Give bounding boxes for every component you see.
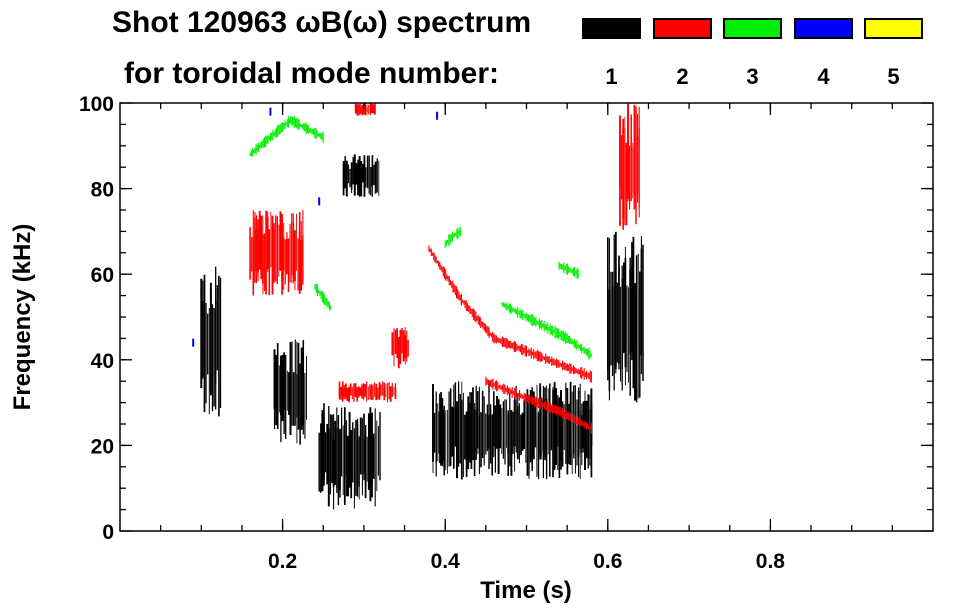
legend-swatch-mode-2 bbox=[653, 18, 712, 39]
mode-3-ridge-3 bbox=[249, 116, 324, 157]
mode-3-ridge-6 bbox=[314, 283, 332, 311]
mode-4-point-0 bbox=[192, 338, 195, 347]
spectrogram-data bbox=[192, 103, 644, 510]
mode-2-region-10 bbox=[619, 103, 640, 230]
y-tick-label: 0 bbox=[102, 521, 114, 544]
legend-swatch-mode-3 bbox=[723, 18, 782, 39]
mode-2-region-8 bbox=[391, 327, 409, 369]
legend-caption: for toroidal mode number: bbox=[124, 57, 499, 90]
legend-label-mode-1: 1 bbox=[605, 64, 618, 89]
y-tick-label: 20 bbox=[91, 435, 114, 458]
y-tick-label: 40 bbox=[91, 350, 114, 373]
y-tick-label: 60 bbox=[91, 264, 114, 287]
mode-1-region-2 bbox=[342, 154, 380, 197]
x-tick-label: 0.4 bbox=[431, 550, 461, 573]
mode-2-ridge-0 bbox=[428, 245, 592, 383]
x-tick-label: 0.8 bbox=[756, 550, 786, 573]
mode-1-region-1 bbox=[318, 403, 381, 510]
legend-label-mode-3: 3 bbox=[746, 64, 759, 89]
mode-3-ridge-4 bbox=[444, 227, 462, 248]
legend-label-mode-4: 4 bbox=[817, 64, 830, 89]
y-tick-label: 80 bbox=[91, 179, 114, 202]
legend-label-mode-5: 5 bbox=[887, 64, 900, 89]
mode-4-point-1 bbox=[269, 107, 272, 116]
mode-4-point-3 bbox=[436, 111, 439, 120]
x-tick-label: 0.6 bbox=[593, 550, 622, 573]
legend-label-mode-2: 2 bbox=[676, 64, 689, 89]
legend-swatch-mode-1 bbox=[582, 18, 641, 39]
y-tick-label: 100 bbox=[79, 93, 114, 116]
mode-3-ridge-5 bbox=[558, 261, 579, 279]
mode-3-ridge-2 bbox=[501, 302, 592, 360]
legend-swatch-mode-4 bbox=[794, 18, 853, 39]
chart-title: Shot 120963 ωB(ω) spectrum bbox=[112, 6, 532, 39]
mode-1-region-0 bbox=[200, 266, 222, 417]
mode-1-region-5 bbox=[273, 339, 307, 445]
x-axis-label: Time (s) bbox=[480, 577, 572, 604]
mode-2-ridge-1 bbox=[485, 376, 592, 434]
legend-swatch-mode-5 bbox=[864, 18, 923, 39]
mode-4-point-2 bbox=[318, 197, 321, 206]
mode-2-region-9 bbox=[354, 103, 376, 116]
mode-2-region-7 bbox=[338, 381, 397, 403]
axes: 0.2 0.4 0.6 0.8 0 20 40 60 80 100 bbox=[79, 93, 933, 573]
x-tick-label: 0.2 bbox=[268, 550, 297, 573]
mode-2-region-6 bbox=[249, 210, 304, 296]
mode-1-region-4 bbox=[607, 231, 644, 403]
y-axis-label: Frequency (kHz) bbox=[9, 224, 36, 411]
